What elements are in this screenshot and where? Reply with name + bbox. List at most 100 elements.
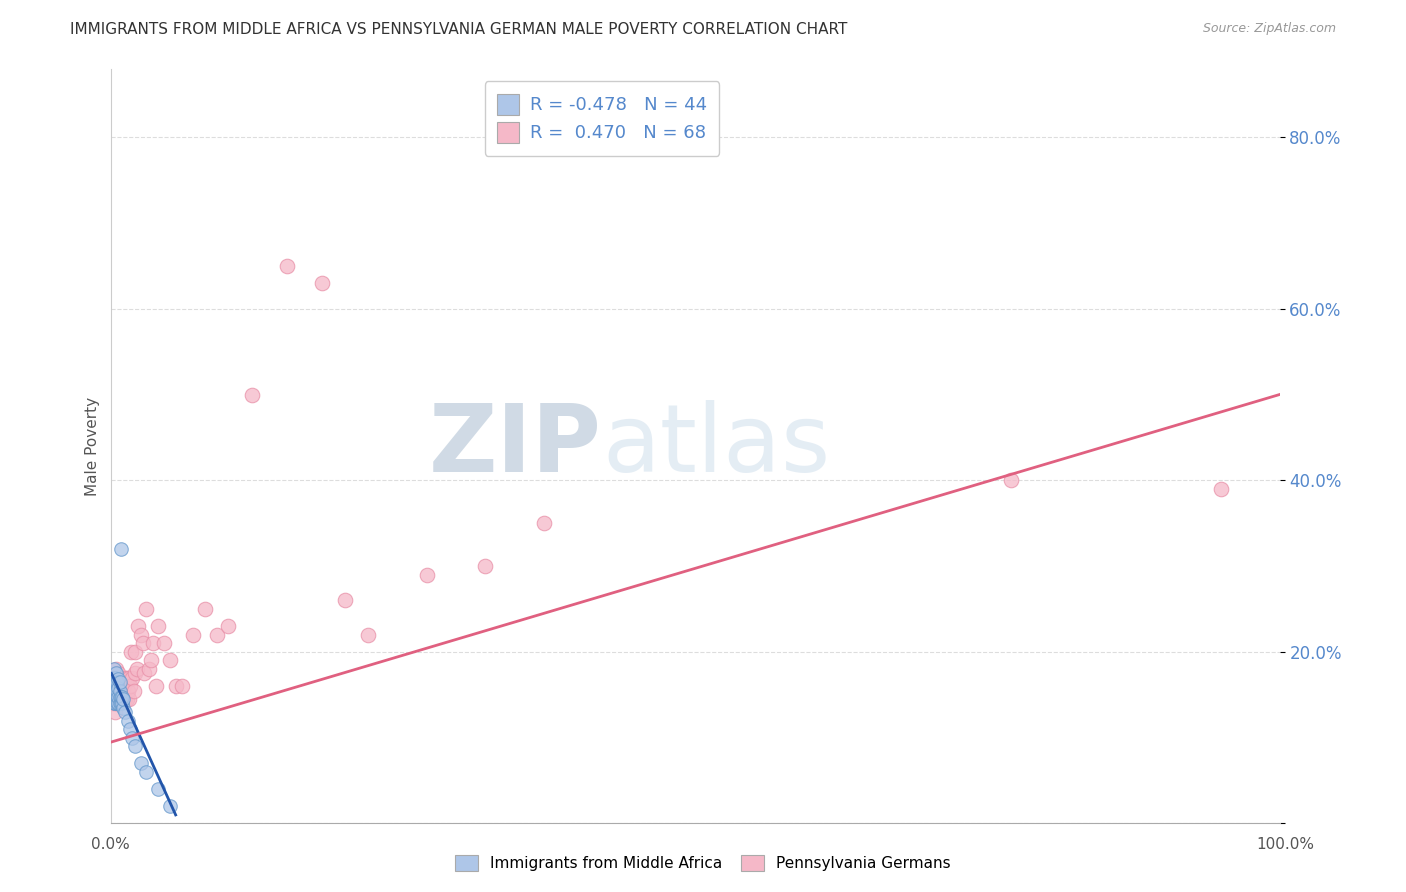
Point bbox=[159, 799, 181, 814]
Point bbox=[105, 692, 128, 706]
Point bbox=[111, 697, 134, 711]
Point bbox=[145, 679, 167, 693]
Point bbox=[112, 692, 135, 706]
Point bbox=[533, 516, 555, 531]
Text: IMMIGRANTS FROM MIDDLE AFRICA VS PENNSYLVANIA GERMAN MALE POVERTY CORRELATION CH: IMMIGRANTS FROM MIDDLE AFRICA VS PENNSYL… bbox=[70, 22, 848, 37]
Point bbox=[105, 697, 128, 711]
Point bbox=[103, 688, 125, 702]
Text: 100.0%: 100.0% bbox=[1257, 837, 1315, 852]
Point bbox=[159, 653, 181, 667]
Point bbox=[107, 681, 129, 695]
Point bbox=[105, 683, 128, 698]
Point bbox=[110, 679, 132, 693]
Text: 0.0%: 0.0% bbox=[91, 837, 131, 852]
Point bbox=[1000, 473, 1022, 487]
Point bbox=[117, 714, 139, 728]
Point bbox=[101, 683, 124, 698]
Point bbox=[105, 688, 128, 702]
Point bbox=[194, 602, 217, 616]
Point bbox=[357, 628, 380, 642]
Point bbox=[311, 276, 333, 290]
Point bbox=[104, 705, 127, 719]
Point bbox=[105, 662, 128, 676]
Point bbox=[112, 700, 135, 714]
Point bbox=[107, 679, 129, 693]
Point bbox=[105, 683, 128, 698]
Point bbox=[120, 645, 142, 659]
Point bbox=[153, 636, 176, 650]
Point bbox=[107, 673, 129, 687]
Point bbox=[120, 679, 142, 693]
Point bbox=[105, 697, 128, 711]
Point bbox=[181, 628, 204, 642]
Point bbox=[104, 671, 127, 685]
Legend: Immigrants from Middle Africa, Pennsylvania Germans: Immigrants from Middle Africa, Pennsylva… bbox=[449, 849, 957, 877]
Point bbox=[146, 619, 169, 633]
Point bbox=[107, 690, 129, 704]
Point bbox=[122, 683, 145, 698]
Point bbox=[105, 679, 128, 693]
Point bbox=[103, 679, 125, 693]
Point bbox=[115, 692, 138, 706]
Point bbox=[110, 541, 132, 556]
Point bbox=[105, 674, 128, 689]
Point bbox=[121, 731, 143, 745]
Point bbox=[103, 697, 125, 711]
Y-axis label: Male Poverty: Male Poverty bbox=[86, 396, 100, 496]
Point bbox=[104, 688, 127, 702]
Point bbox=[103, 662, 125, 676]
Text: atlas: atlas bbox=[602, 400, 831, 492]
Point bbox=[217, 619, 239, 633]
Point bbox=[111, 692, 134, 706]
Point bbox=[138, 662, 160, 676]
Point bbox=[114, 671, 136, 685]
Point bbox=[474, 559, 496, 574]
Point bbox=[104, 679, 127, 693]
Point bbox=[110, 692, 132, 706]
Text: Source: ZipAtlas.com: Source: ZipAtlas.com bbox=[1202, 22, 1336, 36]
Point bbox=[112, 679, 135, 693]
Point bbox=[1211, 482, 1233, 496]
Point bbox=[105, 683, 128, 698]
Point bbox=[124, 645, 146, 659]
Point bbox=[127, 662, 149, 676]
Point bbox=[108, 697, 131, 711]
Point bbox=[107, 692, 129, 706]
Point bbox=[104, 671, 127, 685]
Point bbox=[135, 764, 157, 779]
Point bbox=[111, 690, 134, 704]
Point bbox=[108, 692, 131, 706]
Point bbox=[135, 602, 157, 616]
Point bbox=[110, 697, 132, 711]
Point bbox=[101, 692, 124, 706]
Point bbox=[112, 679, 135, 693]
Point bbox=[333, 593, 356, 607]
Point bbox=[108, 674, 131, 689]
Point bbox=[105, 671, 128, 685]
Point bbox=[105, 697, 128, 711]
Point bbox=[110, 690, 132, 704]
Point bbox=[101, 697, 124, 711]
Point bbox=[114, 705, 136, 719]
Point bbox=[103, 697, 125, 711]
Point bbox=[108, 690, 131, 704]
Point bbox=[108, 679, 131, 693]
Point bbox=[108, 683, 131, 698]
Point bbox=[134, 666, 156, 681]
Point bbox=[101, 679, 124, 693]
Point bbox=[101, 674, 124, 689]
Point bbox=[132, 636, 155, 650]
Point bbox=[115, 671, 138, 685]
Point bbox=[103, 679, 125, 693]
Point bbox=[114, 692, 136, 706]
Point bbox=[112, 692, 135, 706]
Point bbox=[103, 671, 125, 685]
Point bbox=[129, 756, 152, 771]
Point bbox=[111, 679, 134, 693]
Point bbox=[205, 628, 228, 642]
Point bbox=[112, 692, 135, 706]
Point bbox=[104, 697, 127, 711]
Point bbox=[124, 739, 146, 754]
Point bbox=[118, 692, 141, 706]
Point bbox=[107, 697, 129, 711]
